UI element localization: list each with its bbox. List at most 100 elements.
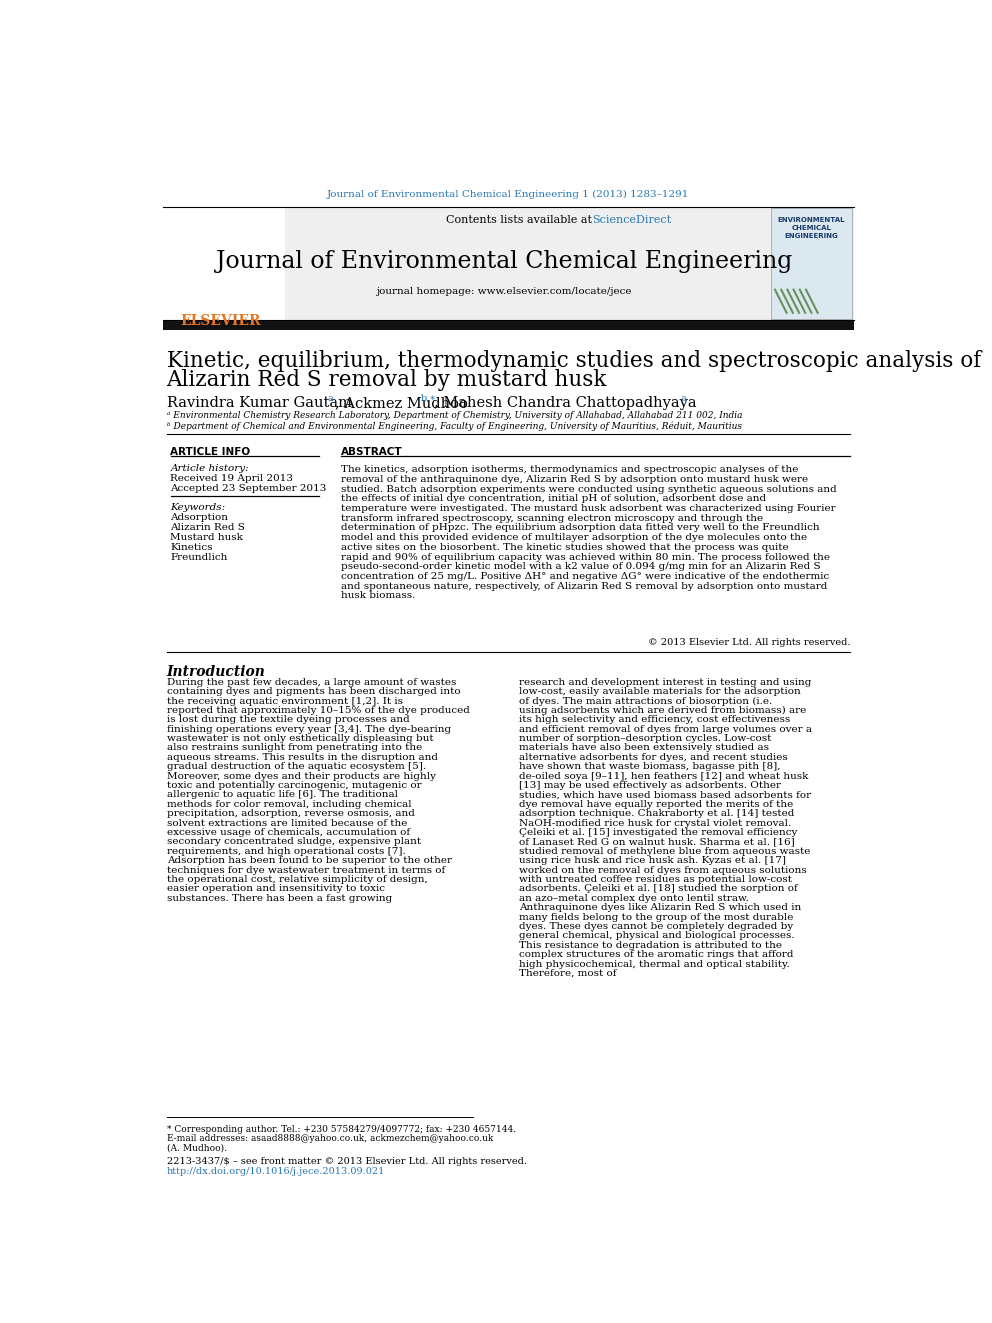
Text: b,∗: b,∗ xyxy=(421,394,436,402)
Text: Alizarin Red S: Alizarin Red S xyxy=(171,523,245,532)
Text: Moreover, some dyes and their products are highly: Moreover, some dyes and their products a… xyxy=(167,771,435,781)
Text: easier operation and insensitivity to toxic: easier operation and insensitivity to to… xyxy=(167,884,385,893)
Text: Mustard husk: Mustard husk xyxy=(171,533,243,542)
Text: determination of pHpzc. The equilibrium adsorption data fitted very well to the : determination of pHpzc. The equilibrium … xyxy=(341,524,819,532)
Text: excessive usage of chemicals, accumulation of: excessive usage of chemicals, accumulati… xyxy=(167,828,410,837)
Text: ᵇ Department of Chemical and Environmental Engineering, Faculty of Engineering, : ᵇ Department of Chemical and Environment… xyxy=(167,421,742,431)
Text: a: a xyxy=(681,394,686,402)
Text: Kinetics: Kinetics xyxy=(171,542,213,552)
Text: dyes. These dyes cannot be completely degraded by: dyes. These dyes cannot be completely de… xyxy=(519,922,794,931)
Text: Ravindra Kumar Gautam: Ravindra Kumar Gautam xyxy=(167,396,351,410)
Text: and efficient removal of dyes from large volumes over a: and efficient removal of dyes from large… xyxy=(519,725,812,734)
Text: http://dx.doi.org/10.1016/j.jece.2013.09.021: http://dx.doi.org/10.1016/j.jece.2013.09… xyxy=(167,1167,385,1176)
Text: ENGINEERING: ENGINEERING xyxy=(785,233,838,239)
Text: Freundlich: Freundlich xyxy=(171,553,228,562)
Text: is lost during the textile dyeing processes and: is lost during the textile dyeing proces… xyxy=(167,716,410,724)
Text: NaOH-modified rice husk for crystal violet removal.: NaOH-modified rice husk for crystal viol… xyxy=(519,819,792,828)
Text: Accepted 23 September 2013: Accepted 23 September 2013 xyxy=(171,484,327,492)
Text: many fields belong to the group of the most durable: many fields belong to the group of the m… xyxy=(519,913,794,922)
Text: aqueous streams. This results in the disruption and: aqueous streams. This results in the dis… xyxy=(167,753,437,762)
Text: de-oiled soya [9–11], hen feathers [12] and wheat husk: de-oiled soya [9–11], hen feathers [12] … xyxy=(519,771,808,781)
Text: complex structures of the aromatic rings that afford: complex structures of the aromatic rings… xyxy=(519,950,794,959)
Text: studied. Batch adsorption experiments were conducted using synthetic aqueous sol: studied. Batch adsorption experiments we… xyxy=(341,484,836,493)
Text: secondary concentrated sludge, expensive plant: secondary concentrated sludge, expensive… xyxy=(167,837,421,847)
Text: finishing operations every year [3,4]. The dye-bearing: finishing operations every year [3,4]. T… xyxy=(167,725,450,734)
Text: worked on the removal of dyes from aqueous solutions: worked on the removal of dyes from aqueo… xyxy=(519,865,807,875)
Text: have shown that waste biomass, bagasse pith [8],: have shown that waste biomass, bagasse p… xyxy=(519,762,781,771)
Text: Keywords:: Keywords: xyxy=(171,503,225,512)
Text: containing dyes and pigments has been discharged into: containing dyes and pigments has been di… xyxy=(167,687,460,696)
Text: gradual destruction of the aquatic ecosystem [5].: gradual destruction of the aquatic ecosy… xyxy=(167,762,426,771)
Text: Therefore, most of: Therefore, most of xyxy=(519,968,617,978)
Text: temperature were investigated. The mustard husk adsorbent was characterized usin: temperature were investigated. The musta… xyxy=(341,504,835,513)
Text: [13] may be used effectively as adsorbents. Other: [13] may be used effectively as adsorben… xyxy=(519,781,782,790)
Text: low-cost, easily available materials for the adsorption: low-cost, easily available materials for… xyxy=(519,687,801,696)
Text: high physicochemical, thermal and optical stability.: high physicochemical, thermal and optica… xyxy=(519,959,790,968)
Text: CHEMICAL: CHEMICAL xyxy=(792,225,831,232)
Text: Adsorption: Adsorption xyxy=(171,513,228,523)
Text: husk biomass.: husk biomass. xyxy=(341,591,416,601)
Text: * Corresponding author. Tel.: +230 57584279/4097772; fax: +230 4657144.: * Corresponding author. Tel.: +230 57584… xyxy=(167,1125,516,1134)
Text: ARTICLE INFO: ARTICLE INFO xyxy=(171,447,251,456)
Text: journal homepage: www.elsevier.com/locate/jece: journal homepage: www.elsevier.com/locat… xyxy=(376,287,632,296)
Bar xyxy=(163,320,854,329)
Text: of dyes. The main attractions of biosorption (i.e.: of dyes. The main attractions of biosorp… xyxy=(519,696,773,705)
Text: This resistance to degradation is attributed to the: This resistance to degradation is attrib… xyxy=(519,941,783,950)
Text: pseudo-second-order kinetic model with a k2 value of 0.094 g/mg min for an Aliza: pseudo-second-order kinetic model with a… xyxy=(341,562,820,572)
Text: Anthraquinone dyes like Alizarin Red S which used in: Anthraquinone dyes like Alizarin Red S w… xyxy=(519,904,802,912)
Text: precipitation, adsorption, reverse osmosis, and: precipitation, adsorption, reverse osmos… xyxy=(167,810,415,818)
Text: the receiving aquatic environment [1,2]. It is: the receiving aquatic environment [1,2].… xyxy=(167,696,403,705)
Text: Alizarin Red S removal by mustard husk: Alizarin Red S removal by mustard husk xyxy=(167,369,607,392)
Text: ABSTRACT: ABSTRACT xyxy=(341,447,403,456)
Bar xyxy=(163,206,854,320)
Text: ENVIRONMENTAL: ENVIRONMENTAL xyxy=(778,217,845,222)
Text: methods for color removal, including chemical: methods for color removal, including che… xyxy=(167,800,412,808)
Text: also restrains sunlight from penetrating into the: also restrains sunlight from penetrating… xyxy=(167,744,422,753)
Text: materials have also been extensively studied as: materials have also been extensively stu… xyxy=(519,744,769,753)
Text: Adsorption has been found to be superior to the other: Adsorption has been found to be superior… xyxy=(167,856,451,865)
Text: of Lanaset Red G on walnut husk. Sharma et al. [16]: of Lanaset Red G on walnut husk. Sharma … xyxy=(519,837,795,847)
Text: removal of the anthraquinone dye, Alizarin Red S by adsorption onto mustard husk: removal of the anthraquinone dye, Alizar… xyxy=(341,475,808,484)
Text: (A. Mudhoo).: (A. Mudhoo). xyxy=(167,1143,226,1152)
Bar xyxy=(771,208,852,319)
Text: an azo–metal complex dye onto lentil straw.: an azo–metal complex dye onto lentil str… xyxy=(519,894,749,902)
Text: techniques for dye wastewater treatment in terms of: techniques for dye wastewater treatment … xyxy=(167,865,444,875)
Bar xyxy=(163,206,286,320)
Text: ScienceDirect: ScienceDirect xyxy=(592,214,672,225)
Text: research and development interest in testing and using: research and development interest in tes… xyxy=(519,677,811,687)
Text: using rice husk and rice husk ash. Kyzas et al. [17]: using rice husk and rice husk ash. Kyzas… xyxy=(519,856,787,865)
Text: Article history:: Article history: xyxy=(171,463,249,472)
Text: the operational cost, relative simplicity of design,: the operational cost, relative simplicit… xyxy=(167,875,428,884)
Text: transform infrared spectroscopy, scanning electron microscopy and through the: transform infrared spectroscopy, scannin… xyxy=(341,513,763,523)
Text: general chemical, physical and biological processes.: general chemical, physical and biologica… xyxy=(519,931,795,941)
Text: studies, which have used biomass based adsorbents for: studies, which have used biomass based a… xyxy=(519,790,811,799)
Text: alternative adsorbents for dyes, and recent studies: alternative adsorbents for dyes, and rec… xyxy=(519,753,788,762)
Text: Introduction: Introduction xyxy=(167,664,266,679)
Text: number of sorption–desorption cycles. Low-cost: number of sorption–desorption cycles. Lo… xyxy=(519,734,772,744)
Text: its high selectivity and efficiency, cost effectiveness: its high selectivity and efficiency, cos… xyxy=(519,716,791,724)
Text: dye removal have equally reported the merits of the: dye removal have equally reported the me… xyxy=(519,800,794,808)
Text: concentration of 25 mg/L. Positive ΔH° and negative ΔG° were indicative of the e: concentration of 25 mg/L. Positive ΔH° a… xyxy=(341,572,829,581)
Text: Çeleiki et al. [15] investigated the removal efficiency: Çeleiki et al. [15] investigated the rem… xyxy=(519,828,798,837)
Text: The kinetics, adsorption isotherms, thermodynamics and spectroscopic analyses of: The kinetics, adsorption isotherms, ther… xyxy=(341,466,799,474)
Text: substances. There has been a fast growing: substances. There has been a fast growin… xyxy=(167,894,392,902)
Text: rapid and 90% of equilibrium capacity was achieved within 80 min. The process fo: rapid and 90% of equilibrium capacity wa… xyxy=(341,553,830,561)
Text: Kinetic, equilibrium, thermodynamic studies and spectroscopic analysis of: Kinetic, equilibrium, thermodynamic stud… xyxy=(167,349,981,372)
Text: © 2013 Elsevier Ltd. All rights reserved.: © 2013 Elsevier Ltd. All rights reserved… xyxy=(648,639,850,647)
Text: reported that approximately 10–15% of the dye produced: reported that approximately 10–15% of th… xyxy=(167,706,469,714)
Text: studied removal of methylene blue from aqueous waste: studied removal of methylene blue from a… xyxy=(519,847,810,856)
Text: Journal of Environmental Chemical Engineering 1 (2013) 1283–1291: Journal of Environmental Chemical Engine… xyxy=(327,189,689,198)
Text: solvent extractions are limited because of the: solvent extractions are limited because … xyxy=(167,819,407,828)
Text: , Mahesh Chandra Chattopadhyaya: , Mahesh Chandra Chattopadhyaya xyxy=(434,396,696,410)
Text: with untreated coffee residues as potential low-cost: with untreated coffee residues as potent… xyxy=(519,875,793,884)
Text: adsorption technique. Chakraborty et al. [14] tested: adsorption technique. Chakraborty et al.… xyxy=(519,810,795,818)
Text: using adsorbents which are derived from biomass) are: using adsorbents which are derived from … xyxy=(519,706,806,714)
Text: wastewater is not only esthetically displeasing but: wastewater is not only esthetically disp… xyxy=(167,734,434,744)
Text: 2213-3437/$ – see front matter © 2013 Elsevier Ltd. All rights reserved.: 2213-3437/$ – see front matter © 2013 El… xyxy=(167,1156,527,1166)
Text: During the past few decades, a large amount of wastes: During the past few decades, a large amo… xyxy=(167,677,456,687)
Text: and spontaneous nature, respectively, of Alizarin Red S removal by adsorption on: and spontaneous nature, respectively, of… xyxy=(341,582,827,590)
Text: the effects of initial dye concentration, initial pH of solution, adsorbent dose: the effects of initial dye concentration… xyxy=(341,495,766,503)
Text: Received 19 April 2013: Received 19 April 2013 xyxy=(171,474,294,483)
Text: , Ackmez Mudhoo: , Ackmez Mudhoo xyxy=(335,396,467,410)
Text: E-mail addresses: asaad8888@yahoo.co.uk, ackmezchem@yahoo.co.uk: E-mail addresses: asaad8888@yahoo.co.uk,… xyxy=(167,1134,493,1143)
